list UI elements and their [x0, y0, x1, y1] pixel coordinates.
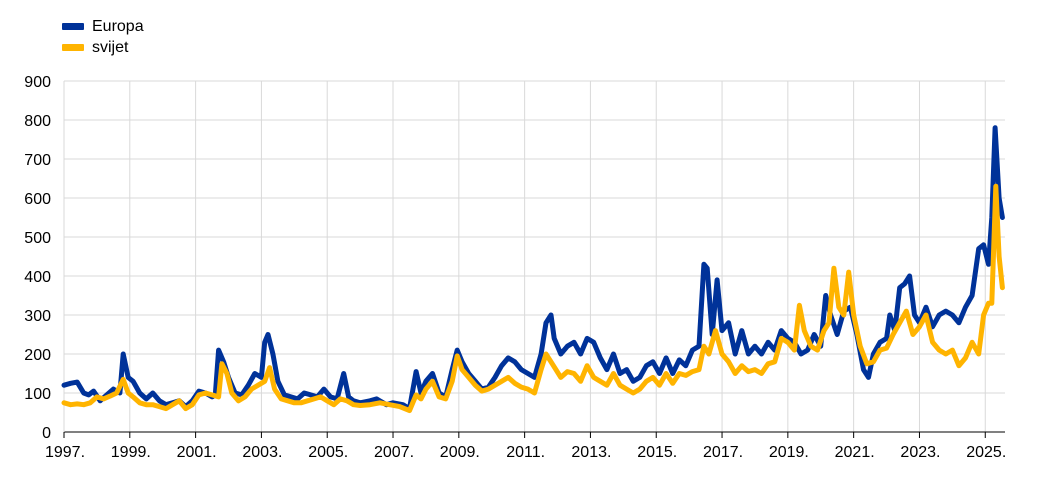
x-tick-label: 2009. — [440, 444, 480, 461]
x-tick-label: 2015. — [637, 444, 677, 461]
legend: Europa svijet — [62, 16, 144, 58]
series-lines — [61, 125, 1005, 414]
legend-label-svijet: svijet — [92, 38, 129, 56]
y-tick-label: 100 — [24, 386, 51, 403]
x-tick-label: 2013. — [571, 444, 611, 461]
y-tick-label: 0 — [42, 425, 51, 442]
y-tick-label: 600 — [24, 191, 51, 208]
legend-item-europa: Europa — [62, 16, 144, 37]
x-tick-label: 2023. — [900, 444, 940, 461]
y-tick-label: 900 — [24, 74, 51, 91]
x-tick-label: 2019. — [769, 444, 809, 461]
y-tick-label: 800 — [24, 113, 51, 130]
x-tick-label: 2003. — [242, 444, 282, 461]
tick-labels: 0 100 200 300 400 500 600 700 800 900 1997. 1999. 20… — [24, 74, 1006, 461]
series-line-svijet — [61, 183, 1005, 414]
y-tick-label: 200 — [24, 347, 51, 364]
x-tick-label: 2007. — [374, 444, 414, 461]
x-tick-label: 2011. — [506, 444, 545, 461]
legend-swatch-svijet — [62, 44, 84, 51]
x-tick-label: 2005. — [308, 444, 348, 461]
legend-item-svijet: svijet — [62, 37, 144, 58]
legend-swatch-europa — [62, 23, 84, 30]
y-tick-label: 300 — [24, 308, 51, 325]
y-tick-label: 700 — [24, 152, 51, 169]
x-tick-label: 2017. — [703, 444, 743, 461]
y-tick-label: 500 — [24, 230, 51, 247]
axes — [63, 81, 1005, 438]
x-tick-label: 1997. — [45, 444, 85, 461]
y-tick-label: 400 — [24, 269, 51, 286]
x-tick-label: 1999. — [111, 444, 151, 461]
series-line-europa — [61, 125, 1005, 412]
legend-label-europa: Europa — [92, 17, 144, 35]
x-tick-label: 2025. — [966, 444, 1006, 461]
x-tick-label: 2021. — [835, 444, 875, 461]
x-tick-label: 2001. — [177, 444, 217, 461]
